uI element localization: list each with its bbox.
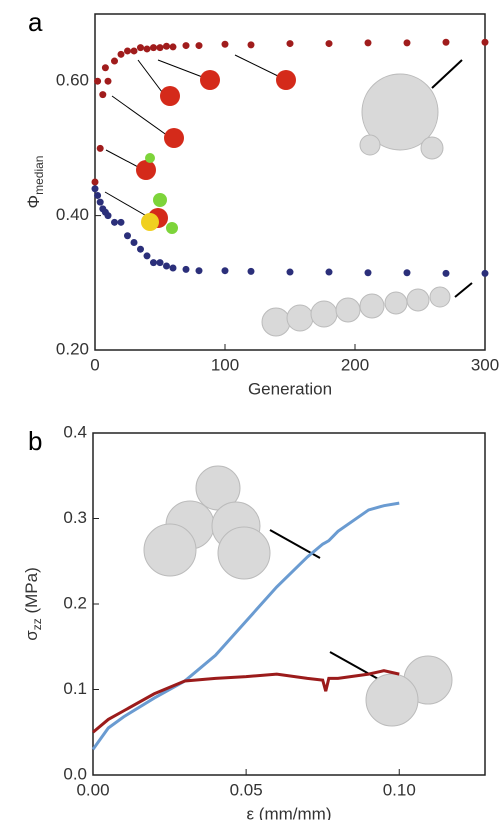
point — [124, 232, 131, 240]
point — [195, 42, 203, 50]
y-tick-label: 0.0 — [63, 764, 87, 783]
point — [104, 212, 112, 220]
line — [91, 501, 400, 751]
point — [117, 50, 125, 58]
x-tick-label: 0.05 — [230, 780, 263, 799]
point — [403, 269, 411, 277]
point — [104, 77, 112, 85]
point — [150, 44, 157, 52]
point — [156, 44, 164, 52]
point — [286, 268, 294, 276]
point — [286, 40, 294, 48]
plot-frame — [92, 432, 486, 776]
point — [364, 269, 372, 277]
y-axis-label-sub: median — [32, 156, 46, 195]
x-tick-label: 300 — [471, 355, 499, 374]
point — [99, 91, 107, 99]
point — [91, 185, 99, 193]
line — [92, 669, 400, 734]
point — [169, 264, 177, 272]
point — [124, 47, 131, 55]
point — [163, 42, 170, 50]
insets — [104, 54, 473, 727]
x-tick-label: 200 — [341, 355, 369, 374]
y-tick-label: 0.2 — [63, 593, 87, 612]
x-tick-label: 0.00 — [76, 780, 109, 799]
point — [182, 42, 190, 50]
y-tick-label: 0.3 — [63, 508, 87, 527]
point — [137, 44, 144, 52]
y-tick-label: 0.20 — [56, 339, 89, 358]
point — [481, 38, 489, 46]
point — [221, 267, 229, 275]
y-tick-label: 0.60 — [56, 71, 89, 90]
point — [325, 40, 333, 48]
point — [364, 39, 372, 47]
panel-label: a — [28, 7, 43, 37]
y-tick-label: 0.1 — [63, 679, 87, 698]
point — [111, 218, 118, 226]
y-axis-label: Φmedian — [24, 156, 46, 209]
point — [163, 262, 170, 270]
point — [130, 238, 138, 246]
point — [247, 267, 255, 275]
point — [143, 252, 151, 260]
x-tick-label: 0 — [90, 355, 99, 374]
point — [94, 77, 102, 85]
y-axis-label-unit: (MPa) — [22, 567, 41, 618]
point — [94, 191, 102, 199]
point — [182, 265, 190, 273]
point — [325, 268, 333, 276]
x-tick-label: 0.10 — [383, 780, 416, 799]
y-axis-label-sub: zz — [30, 618, 44, 630]
x-axis-label: ε (mm/mm) — [247, 804, 332, 820]
point — [481, 269, 489, 277]
y-tick-label: 0.4 — [63, 422, 87, 441]
y-axis-label-main: σ — [22, 630, 41, 641]
point — [96, 144, 104, 152]
panel-label: b — [28, 426, 42, 456]
point — [137, 245, 144, 253]
y-tick-label: 0.40 — [56, 205, 89, 224]
point — [101, 64, 109, 72]
point — [442, 38, 450, 46]
point — [156, 259, 164, 267]
point — [111, 57, 118, 65]
point — [91, 178, 99, 186]
point — [195, 267, 203, 275]
point — [130, 47, 138, 55]
x-axis-label: Generation — [248, 379, 332, 398]
point — [117, 218, 125, 226]
point — [150, 259, 157, 267]
y-axis-label: σzz (MPa) — [22, 567, 44, 641]
point — [143, 45, 151, 53]
point — [403, 39, 411, 47]
point — [169, 43, 177, 51]
point — [247, 41, 255, 49]
y-axis-label-main: Φ — [24, 195, 43, 209]
x-tick-label: 100 — [211, 355, 239, 374]
point — [96, 198, 104, 206]
point — [442, 269, 450, 277]
point — [221, 40, 229, 48]
